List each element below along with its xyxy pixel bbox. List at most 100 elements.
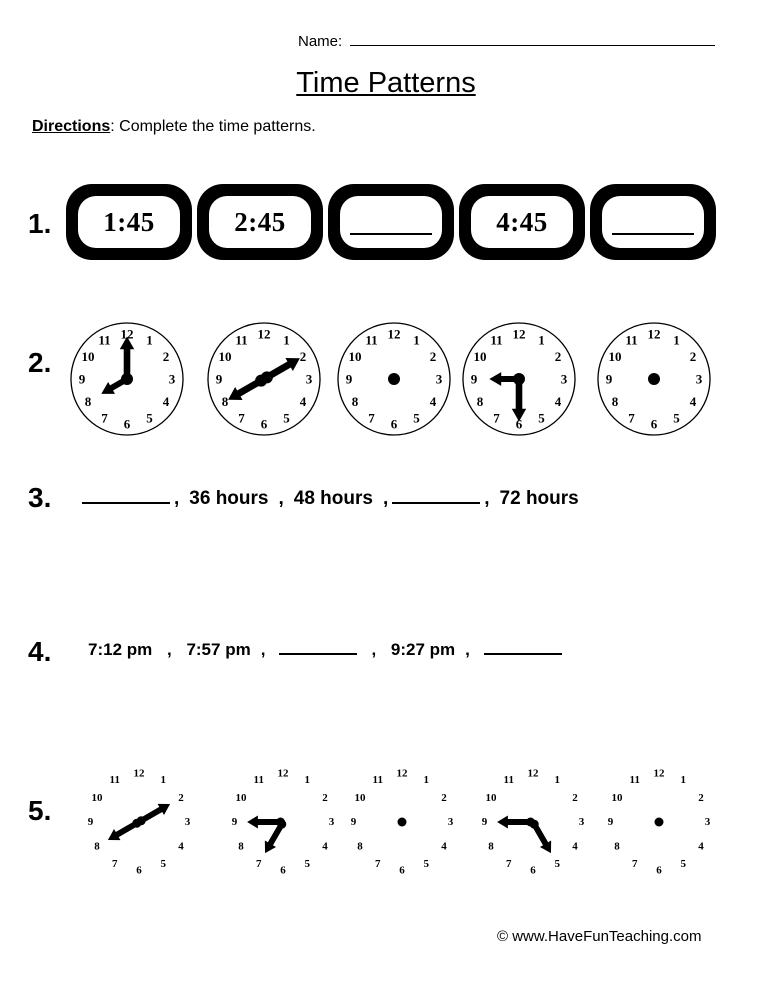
- svg-text:4: 4: [322, 840, 328, 852]
- svg-text:4: 4: [698, 840, 704, 852]
- svg-text:2: 2: [178, 791, 184, 803]
- svg-text:7: 7: [628, 410, 635, 425]
- svg-text:6: 6: [280, 864, 286, 876]
- svg-text:2: 2: [429, 349, 436, 364]
- svg-text:9: 9: [608, 816, 614, 828]
- svg-text:9: 9: [231, 816, 237, 828]
- svg-text:11: 11: [490, 333, 502, 348]
- svg-text:4: 4: [299, 394, 306, 409]
- svg-text:3: 3: [435, 372, 442, 387]
- svg-text:1: 1: [554, 774, 560, 786]
- svg-text:8: 8: [84, 394, 91, 409]
- svg-text:7: 7: [368, 410, 375, 425]
- svg-text:3: 3: [695, 372, 702, 387]
- svg-text:1: 1: [673, 333, 680, 348]
- svg-text:4: 4: [554, 394, 561, 409]
- svg-text:1: 1: [146, 333, 153, 348]
- svg-text:2: 2: [441, 791, 447, 803]
- svg-text:8: 8: [357, 840, 363, 852]
- svg-text:6: 6: [399, 864, 405, 876]
- svg-text:6: 6: [650, 417, 657, 432]
- svg-text:12: 12: [277, 767, 289, 779]
- svg-text:1: 1: [304, 774, 310, 786]
- svg-text:9: 9: [605, 372, 612, 387]
- svg-text:9: 9: [88, 816, 94, 828]
- svg-text:4: 4: [689, 394, 696, 409]
- svg-text:4: 4: [162, 394, 169, 409]
- svg-text:9: 9: [78, 372, 85, 387]
- svg-text:12: 12: [134, 767, 146, 779]
- svg-text:3: 3: [185, 816, 191, 828]
- svg-text:1: 1: [283, 333, 290, 348]
- svg-text:2: 2: [572, 791, 578, 803]
- svg-text:11: 11: [372, 774, 382, 786]
- svg-text:6: 6: [390, 417, 397, 432]
- svg-text:1: 1: [681, 774, 687, 786]
- svg-text:10: 10: [92, 791, 104, 803]
- svg-text:12: 12: [647, 327, 660, 342]
- svg-text:10: 10: [473, 349, 486, 364]
- svg-text:5: 5: [423, 858, 429, 870]
- svg-text:7: 7: [506, 858, 512, 870]
- svg-text:3: 3: [447, 816, 453, 828]
- svg-text:9: 9: [345, 372, 352, 387]
- svg-text:11: 11: [365, 333, 377, 348]
- svg-text:9: 9: [470, 372, 477, 387]
- svg-text:8: 8: [238, 840, 244, 852]
- svg-text:10: 10: [348, 349, 361, 364]
- svg-text:11: 11: [630, 774, 640, 786]
- svg-text:11: 11: [98, 333, 110, 348]
- svg-text:12: 12: [396, 767, 408, 779]
- svg-text:8: 8: [351, 394, 358, 409]
- svg-text:5: 5: [413, 410, 420, 425]
- svg-text:12: 12: [387, 327, 400, 342]
- svg-text:3: 3: [560, 372, 567, 387]
- svg-text:11: 11: [253, 774, 263, 786]
- svg-text:6: 6: [123, 417, 130, 432]
- svg-text:2: 2: [554, 349, 561, 364]
- svg-text:1: 1: [538, 333, 545, 348]
- svg-text:11: 11: [503, 774, 513, 786]
- svg-text:5: 5: [146, 410, 153, 425]
- svg-text:1: 1: [161, 774, 167, 786]
- svg-text:8: 8: [614, 840, 620, 852]
- svg-text:3: 3: [578, 816, 584, 828]
- svg-text:11: 11: [235, 333, 247, 348]
- svg-text:6: 6: [530, 864, 536, 876]
- svg-text:4: 4: [572, 840, 578, 852]
- svg-text:10: 10: [608, 349, 621, 364]
- svg-text:3: 3: [305, 372, 312, 387]
- svg-text:10: 10: [218, 349, 231, 364]
- svg-text:4: 4: [441, 840, 447, 852]
- svg-text:3: 3: [328, 816, 334, 828]
- svg-text:5: 5: [283, 410, 290, 425]
- svg-text:4: 4: [178, 840, 184, 852]
- svg-text:7: 7: [632, 858, 638, 870]
- svg-text:5: 5: [554, 858, 560, 870]
- svg-text:2: 2: [322, 791, 328, 803]
- svg-text:10: 10: [354, 791, 366, 803]
- svg-text:7: 7: [238, 410, 245, 425]
- svg-text:10: 10: [612, 791, 624, 803]
- svg-text:9: 9: [481, 816, 487, 828]
- svg-text:3: 3: [168, 372, 175, 387]
- svg-text:6: 6: [136, 864, 142, 876]
- svg-text:11: 11: [110, 774, 120, 786]
- svg-text:11: 11: [625, 333, 637, 348]
- svg-text:7: 7: [101, 410, 108, 425]
- svg-text:9: 9: [350, 816, 356, 828]
- svg-text:8: 8: [94, 840, 100, 852]
- svg-text:8: 8: [611, 394, 618, 409]
- svg-text:12: 12: [654, 767, 666, 779]
- svg-text:1: 1: [413, 333, 420, 348]
- svg-text:5: 5: [673, 410, 680, 425]
- svg-text:5: 5: [161, 858, 167, 870]
- svg-text:1: 1: [423, 774, 429, 786]
- svg-text:6: 6: [260, 417, 267, 432]
- svg-text:5: 5: [681, 858, 687, 870]
- svg-text:4: 4: [429, 394, 436, 409]
- svg-text:7: 7: [256, 858, 262, 870]
- svg-text:8: 8: [476, 394, 483, 409]
- svg-text:2: 2: [299, 349, 306, 364]
- svg-text:7: 7: [375, 858, 381, 870]
